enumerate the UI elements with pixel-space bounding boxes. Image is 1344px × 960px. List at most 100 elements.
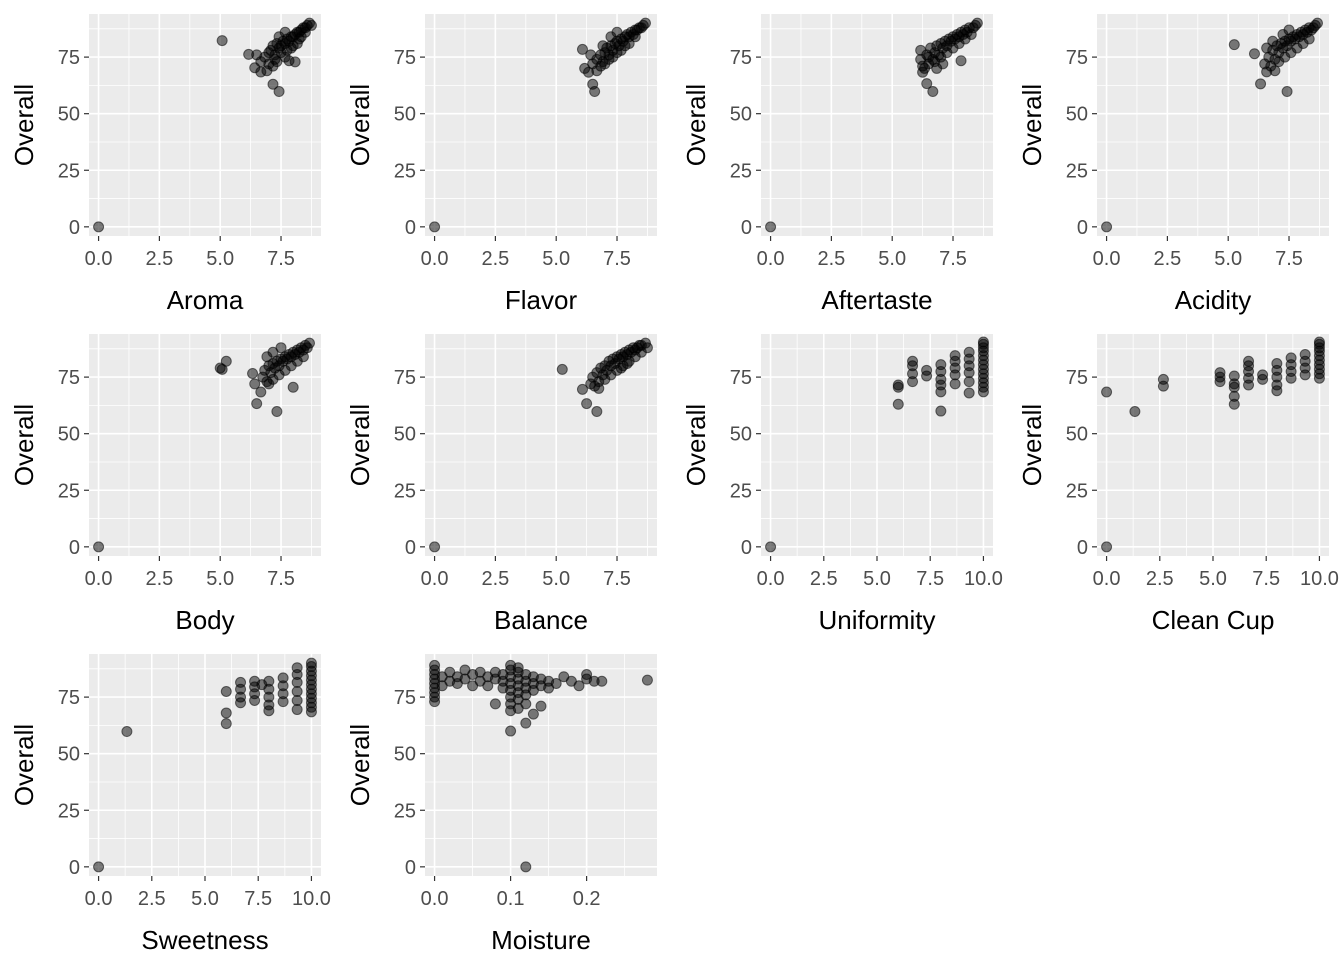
x-tick-label: 7.5 [603, 568, 631, 590]
x-axis-title: Aroma [167, 285, 244, 315]
data-point [1283, 24, 1295, 36]
data-point [955, 55, 967, 67]
data-point [121, 726, 133, 738]
points-aftertaste [765, 17, 983, 233]
data-point [623, 38, 635, 50]
x-tick-label: 7.5 [1252, 568, 1280, 590]
data-point [235, 676, 247, 688]
data-point [589, 86, 601, 98]
data-point [429, 541, 441, 553]
data-point [1303, 33, 1315, 45]
data-point [291, 704, 303, 716]
x-tick-label: 5.0 [1199, 568, 1227, 590]
data-point [216, 35, 228, 47]
data-point [93, 541, 105, 553]
data-point [429, 659, 441, 671]
y-tick-label: 75 [394, 687, 416, 709]
y-tick-label: 0 [1077, 217, 1088, 239]
y-tick-label: 50 [58, 424, 80, 446]
data-point [291, 685, 303, 697]
data-point [892, 398, 904, 410]
x-tick-label: 2.5 [481, 568, 509, 590]
points-aroma [93, 17, 317, 233]
x-tick-label: 0.2 [573, 888, 601, 910]
panel-balance: 0.0 2.5 5.0 7.5 0 25 50 75 Balance Overall [345, 334, 657, 635]
data-point [921, 78, 933, 90]
data-point [520, 698, 532, 710]
x-tick-label: 0.1 [497, 888, 525, 910]
data-point [220, 707, 232, 719]
data-point [965, 28, 977, 40]
data-point [963, 346, 975, 358]
data-point [255, 386, 267, 398]
data-point [220, 355, 232, 367]
x-tick-label: 0.0 [1093, 248, 1121, 270]
x-tick-label: 10.0 [1300, 568, 1339, 590]
y-tick-label: 75 [1066, 47, 1088, 69]
x-tick-label: 2.5 [145, 248, 173, 270]
y-tick-label: 25 [394, 160, 416, 182]
data-point [520, 861, 532, 873]
points-body [93, 337, 315, 553]
y-tick-label: 25 [58, 800, 80, 822]
x-tick-label: 5.0 [863, 568, 891, 590]
points-sweetness [93, 657, 317, 873]
y-tick-label: 50 [1066, 104, 1088, 126]
y-axis-title: Overall [681, 404, 711, 486]
y-tick-label: 0 [405, 217, 416, 239]
y-axis-title: Overall [9, 724, 39, 806]
y-tick-label: 75 [1066, 367, 1088, 389]
y-axis-title: Overall [9, 404, 39, 486]
data-point [93, 861, 105, 873]
y-axis-title: Overall [345, 724, 375, 806]
data-point [1285, 352, 1297, 364]
data-point [1129, 406, 1141, 418]
x-tick-label: 0.0 [421, 248, 449, 270]
panel-aftertaste: 0.0 2.5 5.0 7.5 0 25 50 75 Aftertaste Overall [681, 14, 993, 315]
data-point [581, 668, 593, 680]
data-point [429, 221, 441, 233]
data-point [1255, 78, 1267, 90]
data-point [251, 398, 263, 410]
data-point [949, 350, 961, 362]
y-tick-label: 25 [730, 160, 752, 182]
x-tick-label: 2.5 [1146, 568, 1174, 590]
y-tick-label: 50 [730, 424, 752, 446]
data-point [1101, 221, 1113, 233]
data-point [639, 17, 651, 29]
data-point [279, 26, 291, 38]
x-tick-label: 5.0 [206, 568, 234, 590]
data-point [1228, 39, 1240, 51]
x-tick-label: 5.0 [206, 248, 234, 270]
y-tick-label: 75 [730, 47, 752, 69]
y-tick-label: 0 [69, 537, 80, 559]
data-point [597, 40, 609, 52]
x-axis-title: Balance [494, 605, 588, 635]
x-tick-label: 0.0 [85, 248, 113, 270]
data-point [935, 405, 947, 417]
data-point [963, 387, 975, 399]
x-axis-title: Clean Cup [1152, 605, 1275, 635]
data-point [1101, 386, 1113, 398]
data-point [289, 56, 301, 68]
x-axis-title: Body [175, 605, 234, 635]
x-tick-label: 10.0 [292, 888, 331, 910]
data-point [935, 359, 947, 371]
x-axis-title: Acidity [1175, 285, 1252, 315]
y-tick-label: 75 [394, 367, 416, 389]
x-tick-label: 2.5 [810, 568, 838, 590]
data-point [1243, 355, 1255, 367]
data-point [585, 49, 597, 61]
y-tick-label: 50 [58, 104, 80, 126]
y-tick-label: 50 [394, 744, 416, 766]
data-point [271, 56, 283, 68]
data-point [765, 541, 777, 553]
points-uniformity [765, 336, 989, 553]
data-point [1248, 48, 1260, 60]
data-point [299, 26, 311, 38]
x-tick-label: 0.0 [1093, 568, 1121, 590]
y-tick-label: 75 [58, 367, 80, 389]
x-tick-label: 0.0 [421, 888, 449, 910]
y-tick-label: 25 [394, 480, 416, 502]
x-tick-label: 7.5 [267, 248, 295, 270]
